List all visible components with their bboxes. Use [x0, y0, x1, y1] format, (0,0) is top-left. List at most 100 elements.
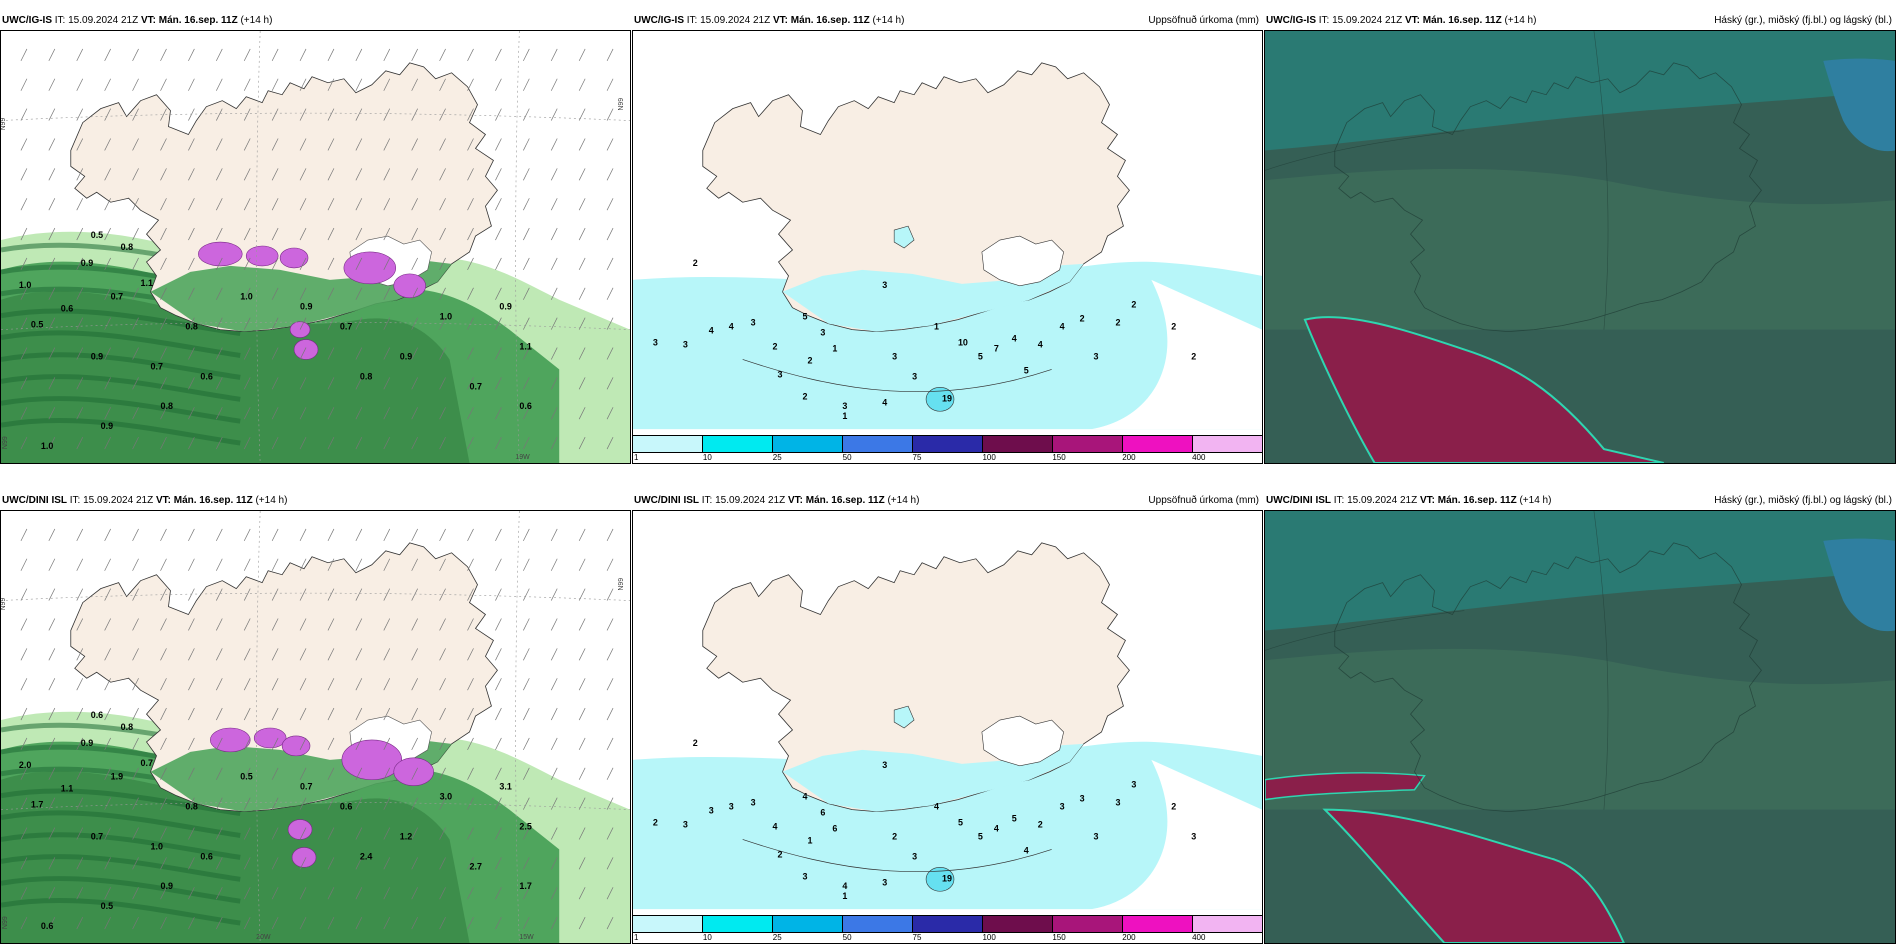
legend-swatch — [983, 916, 1053, 932]
wind-barb — [355, 227, 363, 241]
accum-value-label: 3 — [751, 318, 756, 328]
wind-barb — [439, 916, 446, 930]
accum-value-label: 2 — [892, 831, 897, 841]
wind-barb — [327, 767, 335, 780]
wind-barb — [20, 78, 28, 91]
wind-barb — [160, 78, 167, 91]
accum-value-label: 3 — [683, 340, 688, 350]
legend-swatch — [1193, 436, 1262, 452]
legend-tick-label: 1 — [634, 453, 639, 462]
accum-value-label: 2 — [1191, 351, 1196, 361]
wind-barb — [76, 797, 84, 810]
panel-title: Háský (gr.), miðský (fj.bl.) og lágský (… — [1714, 495, 1892, 506]
wind-barb — [411, 887, 418, 900]
wind-barb — [271, 528, 279, 542]
wind-barb — [271, 347, 279, 360]
wind-barb — [132, 588, 139, 601]
wind-barb — [411, 797, 418, 810]
wind-barb — [243, 827, 251, 840]
accum-value-label: 1 — [842, 411, 847, 421]
wind-barb — [48, 857, 56, 870]
wind-barb — [188, 347, 195, 360]
wind-barb — [271, 707, 279, 721]
model-name: UWC/DINI ISL — [2, 495, 67, 506]
precip-streak — [1, 374, 241, 402]
map-frame: 2 3 3 4 4 3 2 5 3 1 2 3 2 3 4 3 3 3 1 10 5 7 4 5 4 4 2 3 2 2 2 2 1 19 1 10… — [632, 30, 1263, 464]
wind-barb — [523, 707, 530, 721]
wind-barb — [355, 767, 363, 780]
wind-barb — [20, 588, 28, 601]
wind-barb — [411, 78, 418, 91]
wind-barb — [467, 317, 474, 330]
wind-barb — [299, 767, 307, 780]
wind-barb — [411, 436, 418, 450]
accum-value-label: 3 — [892, 351, 897, 361]
wind-barb — [216, 78, 223, 91]
lat-axis-label: N99 — [618, 98, 625, 111]
wind-barb — [550, 558, 558, 571]
wind-barb — [411, 678, 418, 691]
wind-barb — [495, 227, 502, 241]
precip-spot — [925, 387, 955, 412]
wind-barb — [48, 827, 56, 840]
legend-tick-label: 50 — [842, 933, 852, 942]
wind-barb — [299, 857, 307, 870]
wind-barb — [495, 347, 502, 360]
it-value: 15.09.2024 21Z — [83, 495, 154, 506]
wind-barb — [550, 618, 558, 631]
wind-barb — [188, 436, 195, 450]
wind-barb — [578, 767, 586, 780]
precip-rate-map: 0.6 0.8 0.9 2.0 1.9 1.1 1.7 0.7 0.8 0.7 1.0 0.6 0.5 0… — [1, 511, 630, 943]
wind-barb — [188, 916, 195, 930]
panel-header: UWC/IG-IS IT: 15.09.2024 21Z VT: Mán. 16… — [2, 14, 627, 28]
wind-barb — [327, 198, 335, 211]
accum-value-label: 3 — [1131, 780, 1136, 790]
wind-barb — [48, 198, 56, 211]
wind-barb — [76, 108, 84, 121]
wind-barb — [327, 707, 335, 721]
wind-barb — [467, 287, 474, 300]
wind-barb — [132, 528, 139, 542]
wind-barb — [578, 347, 586, 360]
wind-barb — [76, 916, 84, 930]
wind-barb — [188, 588, 195, 601]
wind-barb — [216, 48, 223, 62]
contour — [742, 359, 1052, 393]
wind-barb — [495, 168, 502, 181]
wind-barb — [271, 436, 279, 450]
wind-barb — [188, 618, 195, 631]
wind-barb — [271, 227, 279, 241]
wind-barb — [327, 797, 335, 810]
wind-barb — [132, 168, 139, 181]
accum-value-label: 4 — [709, 326, 714, 336]
wind-barb — [20, 648, 28, 661]
wind-barb — [606, 407, 614, 420]
wind-barb — [606, 317, 614, 330]
wind-barb — [243, 707, 251, 721]
wind-barb — [355, 827, 363, 840]
accum-value-label: 4 — [842, 881, 847, 891]
wind-barb — [188, 168, 195, 181]
wind-barb — [271, 407, 279, 420]
precip-value-label: 2.5 — [519, 822, 531, 832]
wind-barb — [132, 648, 139, 661]
wind-barb — [439, 227, 446, 241]
wind-barb — [216, 618, 223, 631]
wind-barb — [383, 528, 391, 542]
precip-value-label: 0.5 — [31, 320, 43, 330]
wind-barb — [383, 558, 391, 571]
wind-barb — [76, 317, 84, 330]
vt-label: VT: — [1419, 495, 1435, 506]
legend-tick-label: 400 — [1192, 933, 1206, 942]
wind-barb — [132, 887, 139, 900]
wind-barb — [383, 287, 391, 300]
wind-barb — [439, 317, 446, 330]
wind-barb — [132, 407, 139, 420]
wind-barb — [550, 78, 558, 91]
wind-barb — [550, 436, 558, 450]
wind-barb — [20, 407, 28, 420]
wind-barb — [355, 857, 363, 870]
wind-barb — [271, 827, 279, 840]
wind-barb — [104, 737, 111, 751]
